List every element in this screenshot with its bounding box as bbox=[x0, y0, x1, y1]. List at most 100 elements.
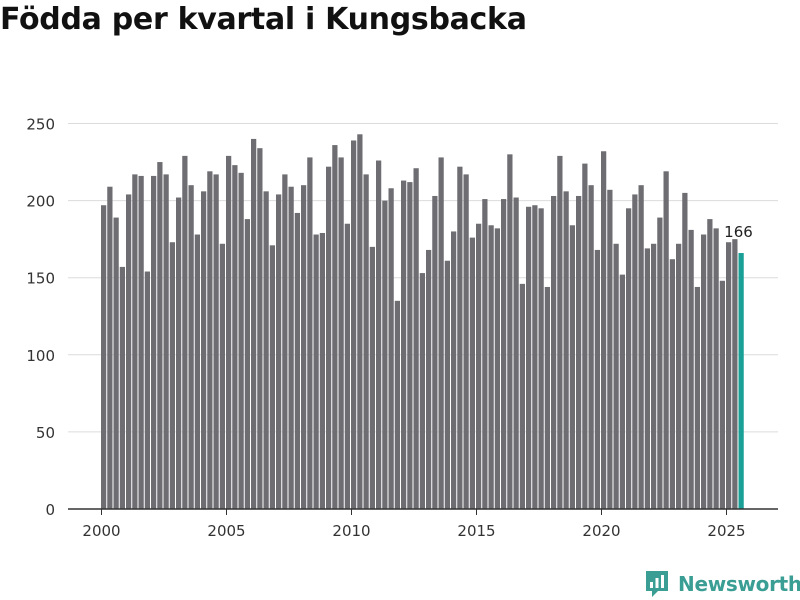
bar bbox=[688, 229, 694, 509]
bar bbox=[713, 228, 719, 510]
bar bbox=[426, 249, 432, 509]
bar bbox=[588, 185, 594, 509]
bar bbox=[538, 208, 544, 509]
bar bbox=[569, 225, 575, 509]
bar bbox=[407, 182, 413, 509]
bar bbox=[157, 162, 163, 510]
bar bbox=[138, 175, 144, 509]
bar bbox=[651, 243, 657, 509]
bar bbox=[119, 266, 125, 509]
bar bbox=[576, 195, 582, 509]
bar bbox=[307, 157, 313, 510]
chart-title: Födda per kvartal i Kungsbacka bbox=[0, 2, 527, 37]
bar bbox=[232, 165, 238, 509]
bar bbox=[607, 189, 613, 509]
y-tick-label: 0 bbox=[45, 501, 55, 519]
bar bbox=[551, 195, 557, 509]
bar bbox=[238, 172, 244, 509]
bar bbox=[619, 274, 625, 509]
bar bbox=[344, 223, 350, 510]
bar bbox=[476, 223, 482, 510]
bar bbox=[132, 174, 138, 509]
bar bbox=[582, 163, 588, 509]
bar bbox=[707, 219, 713, 509]
bar bbox=[319, 232, 325, 510]
bar bbox=[269, 245, 275, 509]
bar bbox=[513, 197, 519, 509]
bar bbox=[532, 205, 538, 510]
newsworthy-brand: Newsworthy bbox=[644, 568, 800, 600]
bar bbox=[351, 140, 357, 509]
y-tick-label: 150 bbox=[26, 270, 55, 288]
bar bbox=[444, 260, 450, 509]
y-tick-label: 200 bbox=[26, 193, 55, 211]
bar bbox=[557, 155, 563, 509]
bar bbox=[438, 157, 444, 510]
bar bbox=[357, 134, 363, 510]
x-tick-label: 2015 bbox=[457, 522, 495, 540]
bar bbox=[451, 231, 457, 509]
bar bbox=[488, 225, 494, 509]
bar bbox=[376, 160, 382, 509]
highlight-value-label: 166 bbox=[724, 223, 753, 241]
bar bbox=[457, 166, 463, 509]
bar bbox=[401, 180, 407, 510]
bar bbox=[732, 239, 738, 509]
bar bbox=[369, 246, 375, 510]
brand-name: Newsworthy bbox=[678, 572, 800, 596]
x-tick-label: 2010 bbox=[332, 522, 370, 540]
bar bbox=[282, 174, 288, 509]
bar bbox=[601, 151, 607, 509]
bar bbox=[507, 154, 513, 509]
bar bbox=[332, 145, 338, 509]
bar bbox=[151, 175, 157, 509]
bar bbox=[719, 280, 725, 509]
bar bbox=[694, 286, 700, 509]
bar bbox=[201, 191, 207, 509]
bar-highlight bbox=[738, 253, 744, 509]
bar bbox=[126, 194, 132, 509]
bar bbox=[244, 219, 250, 509]
bar bbox=[526, 206, 532, 509]
bar bbox=[494, 228, 500, 510]
bar bbox=[613, 243, 619, 509]
x-tick-label: 2025 bbox=[707, 522, 745, 540]
bar bbox=[326, 166, 332, 509]
bar bbox=[251, 138, 257, 510]
bar bbox=[432, 195, 438, 509]
bar bbox=[469, 237, 475, 510]
bar bbox=[644, 248, 650, 509]
bar bbox=[207, 171, 213, 510]
bar bbox=[176, 197, 182, 509]
bar bbox=[413, 168, 419, 509]
bar bbox=[594, 249, 600, 509]
bar bbox=[663, 171, 669, 510]
bar bbox=[169, 242, 175, 510]
bar bbox=[669, 259, 675, 509]
bar bbox=[144, 271, 150, 509]
bar bbox=[501, 199, 507, 509]
bar bbox=[213, 174, 219, 509]
bar bbox=[676, 243, 682, 509]
bar bbox=[101, 205, 107, 510]
bar bbox=[188, 185, 194, 509]
bar bbox=[563, 191, 569, 509]
x-tick-label: 2020 bbox=[582, 522, 620, 540]
bar bbox=[382, 200, 388, 509]
bar bbox=[394, 300, 400, 509]
bar bbox=[463, 174, 469, 509]
bar bbox=[388, 188, 394, 509]
newsworthy-logo-icon bbox=[646, 571, 668, 597]
bar bbox=[113, 217, 119, 509]
bar bbox=[632, 194, 638, 509]
bar bbox=[257, 148, 263, 510]
bar bbox=[194, 234, 200, 509]
bar bbox=[226, 155, 232, 509]
y-tick-label: 100 bbox=[26, 347, 55, 365]
x-tick-label: 2000 bbox=[82, 522, 120, 540]
bar bbox=[519, 283, 525, 509]
bar bbox=[482, 199, 488, 509]
bar bbox=[301, 185, 307, 509]
bar bbox=[638, 185, 644, 509]
